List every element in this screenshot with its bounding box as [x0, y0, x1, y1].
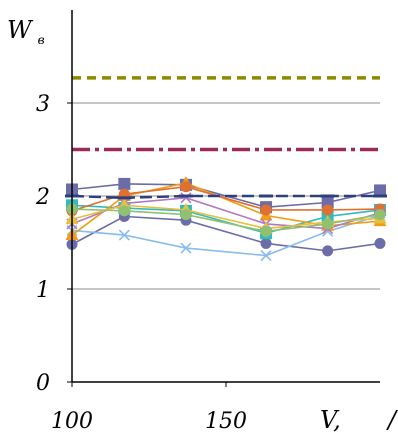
gridlines — [67, 102, 380, 387]
data-point — [180, 242, 192, 254]
data-point — [373, 194, 387, 198]
axes — [71, 10, 380, 383]
data-point — [118, 177, 131, 190]
series-line — [71, 215, 381, 252]
data-point — [374, 237, 386, 249]
data-point — [322, 218, 334, 230]
y-tick-label: 1 — [36, 278, 50, 303]
series-line — [71, 197, 381, 230]
data-point — [117, 196, 132, 200]
y-tick-label: 3 — [36, 92, 50, 117]
data-point — [180, 181, 192, 193]
data-point — [322, 204, 334, 216]
data-point — [374, 184, 386, 197]
data-point — [260, 225, 272, 237]
x-axis-label: V, — [320, 406, 341, 434]
data-point — [180, 209, 192, 221]
data-point — [322, 245, 334, 257]
data-point — [118, 205, 130, 217]
data-point — [260, 237, 272, 249]
series-line — [71, 208, 381, 233]
data-point — [260, 249, 272, 262]
data-point — [320, 194, 335, 198]
x-tick-label: 100 — [51, 409, 93, 434]
tick-labels: 0 1 2 3 100 150 — [35, 92, 247, 434]
data-point — [260, 204, 272, 216]
series-group — [65, 175, 387, 262]
x-tick-label: 150 — [205, 409, 247, 434]
series-line — [71, 204, 381, 230]
reference-lines — [72, 76, 380, 152]
x-axis-unit-label: / — [386, 406, 398, 434]
data-point — [374, 209, 386, 221]
series-line — [71, 214, 381, 257]
y-tick-label: 2 — [35, 185, 50, 210]
y-tick-label: 0 — [36, 371, 50, 396]
data-point — [178, 194, 193, 198]
data-point — [259, 194, 274, 198]
series-line — [71, 194, 380, 200]
data-point — [118, 229, 130, 241]
series-line — [71, 182, 381, 236]
